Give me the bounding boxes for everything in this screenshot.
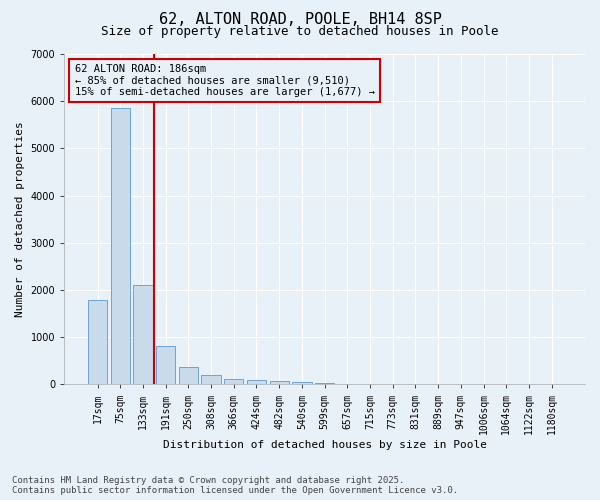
Bar: [315, 383, 334, 384]
Bar: [269, 381, 289, 384]
Bar: [202, 375, 221, 384]
Text: Size of property relative to detached houses in Poole: Size of property relative to detached ho…: [101, 25, 499, 38]
Text: 62 ALTON ROAD: 186sqm
← 85% of detached houses are smaller (9,510)
15% of semi-d: 62 ALTON ROAD: 186sqm ← 85% of detached …: [74, 64, 374, 97]
X-axis label: Distribution of detached houses by size in Poole: Distribution of detached houses by size …: [163, 440, 487, 450]
Bar: [179, 368, 198, 384]
Text: 62, ALTON ROAD, POOLE, BH14 8SP: 62, ALTON ROAD, POOLE, BH14 8SP: [158, 12, 442, 28]
Bar: [156, 346, 175, 385]
Bar: [292, 382, 311, 384]
Y-axis label: Number of detached properties: Number of detached properties: [15, 122, 25, 317]
Bar: [88, 300, 107, 384]
Bar: [224, 379, 244, 384]
Bar: [110, 108, 130, 384]
Text: Contains HM Land Registry data © Crown copyright and database right 2025.
Contai: Contains HM Land Registry data © Crown c…: [12, 476, 458, 495]
Bar: [247, 380, 266, 384]
Bar: [133, 285, 152, 384]
